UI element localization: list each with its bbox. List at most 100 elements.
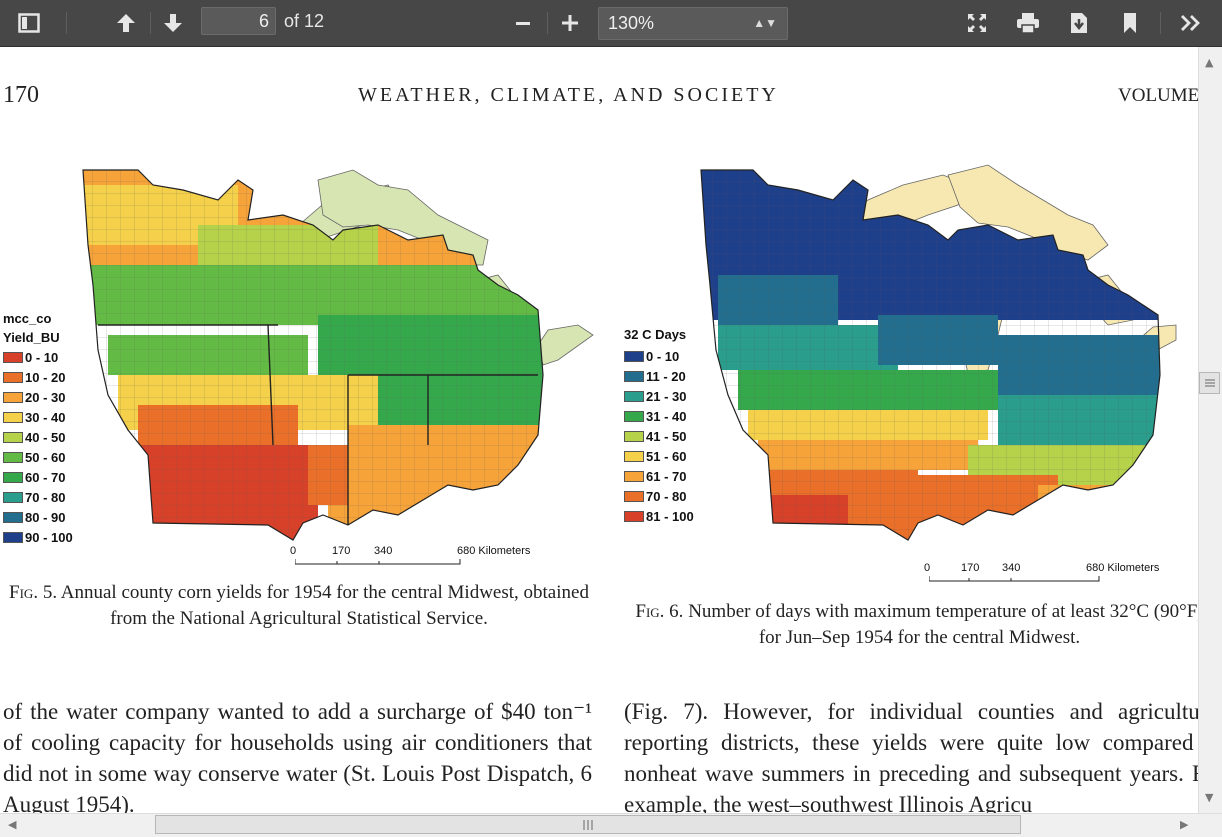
bookmark-button[interactable] xyxy=(1115,6,1145,40)
scroll-left-arrow-icon[interactable]: ◀ xyxy=(8,818,17,831)
scale-tick-label: 170 xyxy=(332,545,351,557)
scale-tick-label: 0 xyxy=(290,545,297,557)
legend-item: 40 - 50 xyxy=(3,427,73,447)
legend-item: 41 - 50 xyxy=(624,426,694,446)
toolbar-divider xyxy=(150,12,151,34)
legend-item: 11 - 20 xyxy=(624,366,694,386)
legend-item: 10 - 20 xyxy=(3,367,73,387)
zoom-select[interactable]: 130% ▲▼ xyxy=(598,7,788,40)
legend-item: 31 - 40 xyxy=(624,406,694,426)
figure-5-scale-bar: 0 170 340 680 Kilometers xyxy=(290,545,540,575)
legend-entries: 0 - 10 11 - 20 21 - 30 31 - 40 41 - 50 51 - 6… xyxy=(624,346,694,526)
body-text-left-column: of the water company wanted to add a sur… xyxy=(3,699,592,813)
legend-swatch xyxy=(3,351,23,363)
scale-tick-label: 170 xyxy=(961,562,980,574)
next-page-button[interactable] xyxy=(158,6,188,40)
page-number-header: 170 xyxy=(3,82,39,108)
figure-6-hot-days-map xyxy=(700,164,1177,541)
horizontal-scroll-thumb[interactable] xyxy=(155,815,1021,834)
figure-6-legend: 32 C Days 0 - 10 11 - 20 21 - 30 31 - 40 41 … xyxy=(624,325,694,526)
body-text-right-column: (Fig. 7). However, for individual counti… xyxy=(624,699,1198,813)
figure-5-legend: mcc_co Yield_BU 0 - 10 10 - 20 20 - 30 30 -… xyxy=(3,309,73,547)
legend-swatch xyxy=(3,431,23,443)
legend-label: 40 - 50 xyxy=(25,429,66,445)
legend-entries: 0 - 10 10 - 20 20 - 30 30 - 40 40 - 50 50 - 6… xyxy=(3,347,73,547)
legend-item: 80 - 90 xyxy=(3,507,73,527)
legend-title: 32 C Days xyxy=(624,327,687,342)
caption-label: Fig. 5. xyxy=(9,582,58,603)
legend-label: 31 - 40 xyxy=(646,408,687,424)
legend-title: mcc_co xyxy=(3,311,52,326)
legend-label: 0 - 10 xyxy=(646,348,680,364)
tools-button[interactable] xyxy=(1175,6,1207,40)
print-button[interactable] xyxy=(1013,6,1043,40)
figure-5-corn-yield-map xyxy=(82,169,594,541)
pdf-page: 170 WEATHER, CLIMATE, AND SOCIETY VOLUME xyxy=(0,47,1198,813)
grip-icon xyxy=(583,819,593,830)
select-arrows-icon: ▲▼ xyxy=(753,16,777,30)
vertical-scroll-thumb[interactable] xyxy=(1199,372,1220,394)
scale-tick-label: 680 Kilometers xyxy=(457,545,531,557)
page-number-input[interactable]: 6 xyxy=(201,7,276,35)
legend-label: 51 - 60 xyxy=(646,448,687,464)
download-icon xyxy=(1071,13,1087,33)
presentation-mode-icon xyxy=(968,14,986,32)
legend-label: 70 - 80 xyxy=(646,488,687,504)
legend-swatch xyxy=(3,371,23,383)
legend-item: 70 - 80 xyxy=(624,486,694,506)
legend-swatch xyxy=(624,370,644,382)
scale-tick-label: 680 Kilometers xyxy=(1086,562,1160,574)
arrow-down-icon xyxy=(164,14,182,32)
scroll-right-arrow-icon[interactable]: ▶ xyxy=(1180,818,1189,831)
legend-item: 30 - 40 xyxy=(3,407,73,427)
figure-6-caption: Fig. 6. Number of days with maximum temp… xyxy=(622,599,1198,651)
legend-label: 80 - 90 xyxy=(25,509,66,525)
scale-tick-label: 340 xyxy=(1002,562,1021,574)
scale-line xyxy=(295,559,461,565)
figure-5-caption: Fig. 5. Annual county corn yields for 19… xyxy=(3,580,595,632)
figure-6-scale-bar: 0 170 340 680 Kilometers xyxy=(924,562,1184,592)
legend-item: 21 - 30 xyxy=(624,386,694,406)
legend-swatch xyxy=(3,451,23,463)
scroll-down-arrow-icon[interactable]: ▼ xyxy=(1205,791,1214,804)
legend-label: 20 - 30 xyxy=(25,389,66,405)
legend-label: 10 - 20 xyxy=(25,369,66,385)
legend-item: 0 - 10 xyxy=(3,347,73,367)
previous-page-button[interactable] xyxy=(111,6,141,40)
legend-swatch xyxy=(3,531,23,543)
sidebar-toggle-icon[interactable] xyxy=(14,6,44,40)
vertical-scrollbar[interactable] xyxy=(1198,47,1222,813)
legend-item: 51 - 60 xyxy=(624,446,694,466)
toolbar-divider xyxy=(1160,12,1161,34)
legend-swatch xyxy=(3,391,23,403)
legend-item: 61 - 70 xyxy=(624,466,694,486)
legend-label: 0 - 10 xyxy=(25,349,59,365)
legend-label: 90 - 100 xyxy=(25,529,73,545)
presentation-mode-button[interactable] xyxy=(962,6,992,40)
journal-title-header: WEATHER, CLIMATE, AND SOCIETY xyxy=(358,84,779,106)
legend-swatch xyxy=(624,350,644,362)
scroll-up-arrow-icon[interactable]: ▲ xyxy=(1205,56,1214,69)
zoom-value: 130% xyxy=(608,13,655,33)
zoom-in-button[interactable] xyxy=(555,6,585,40)
legend-swatch xyxy=(3,491,23,503)
pdf-toolbar: 6 of 12 130% ▲▼ xyxy=(0,0,1222,47)
legend-label: 60 - 70 xyxy=(25,469,66,485)
bookmark-icon xyxy=(1124,13,1136,33)
download-button[interactable] xyxy=(1064,6,1094,40)
zoom-out-button[interactable] xyxy=(508,6,538,40)
scale-line xyxy=(929,576,1100,582)
legend-swatch xyxy=(3,411,23,423)
legend-swatch xyxy=(624,390,644,402)
scale-tick-label: 0 xyxy=(924,562,931,574)
legend-label: 21 - 30 xyxy=(646,388,687,404)
legend-item: 70 - 80 xyxy=(3,487,73,507)
legend-swatch xyxy=(3,511,23,523)
minus-icon xyxy=(516,22,530,25)
volume-header: VOLUME xyxy=(1118,85,1198,106)
plus-icon xyxy=(562,15,578,31)
grip-icon xyxy=(1204,379,1215,387)
scale-tick-label: 340 xyxy=(374,545,393,557)
legend-label: 50 - 60 xyxy=(25,449,66,465)
legend-swatch xyxy=(624,450,644,462)
